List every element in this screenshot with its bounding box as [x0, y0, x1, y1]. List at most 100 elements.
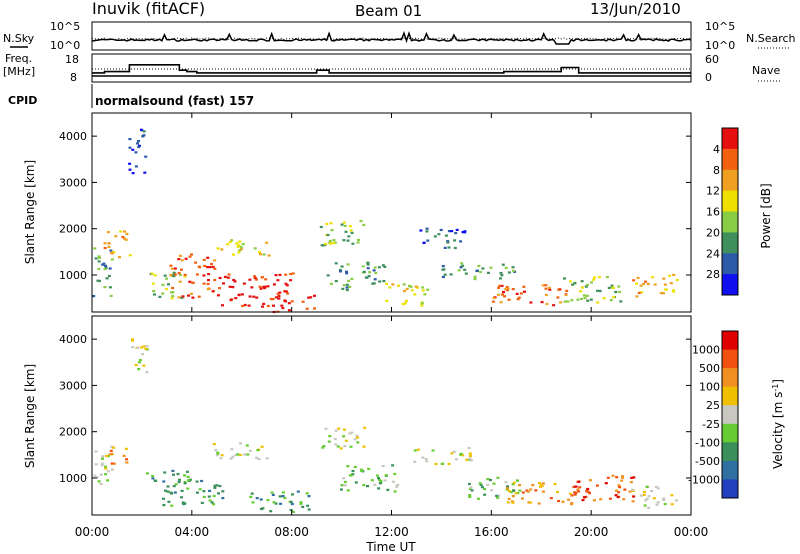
colorbar-tick-label: 25: [706, 399, 720, 412]
colorbar-swatch: [722, 211, 738, 233]
scatter-cell: [255, 456, 259, 459]
x-tick-label: 08:00: [274, 525, 309, 539]
scatter-cell: [251, 501, 255, 504]
scatter-cell: [534, 489, 538, 492]
scatter-cell: [669, 282, 673, 285]
scatter-cell: [124, 447, 128, 450]
scatter-cell: [566, 300, 570, 303]
scatter-cell: [299, 501, 303, 504]
scatter-cell: [373, 266, 377, 269]
scatter-cell: [345, 272, 349, 275]
scatter-cell: [586, 299, 590, 302]
scatter-cell: [305, 307, 309, 310]
scatter-cell: [675, 278, 679, 282]
colorbar-tick-label: 8: [713, 164, 720, 177]
scatter-cell: [489, 266, 493, 269]
scatter-cell: [112, 446, 116, 449]
scatter-cell: [326, 233, 330, 237]
scatter-cell: [581, 499, 585, 502]
colorbar-frame: [721, 127, 739, 296]
scatter-cell: [444, 234, 448, 237]
scatter-cell: [576, 488, 580, 491]
scatter-cell: [473, 278, 477, 281]
scatter-cell: [384, 474, 388, 477]
y-tick-label: 4000: [59, 333, 87, 346]
scatter-cell: [250, 286, 254, 289]
scatter-cell: [644, 499, 648, 502]
scatter-cell: [379, 479, 383, 483]
scatter-cell: [507, 298, 511, 301]
scatter-cell: [607, 286, 611, 289]
freq-panel-frame: [91, 53, 692, 83]
scatter-cell: [645, 497, 649, 500]
scatter-cell: [276, 279, 280, 282]
scatter-cell: [469, 486, 473, 489]
scatter-cell: [367, 467, 371, 470]
scatter-cell: [322, 445, 326, 448]
scatter-cell: [284, 282, 288, 285]
scatter-cell: [614, 290, 618, 294]
scatter-cell: [650, 489, 654, 493]
scatter-cell: [281, 495, 285, 498]
scatter-cell: [639, 284, 643, 287]
scatter-cell: [243, 303, 247, 307]
scatter-cell: [597, 276, 601, 279]
scatter-cell: [646, 282, 650, 286]
scatter-cell: [529, 488, 533, 491]
scatter-cell: [349, 229, 353, 232]
scatter-cell: [150, 272, 154, 275]
scatter-cell: [278, 273, 282, 276]
scatter-cell: [239, 246, 243, 249]
scatter-cell: [222, 282, 225, 285]
scatter-cell: [514, 492, 518, 495]
scatter-cell: [170, 267, 174, 270]
scatter-cell: [511, 483, 515, 486]
scatter-cell: [243, 453, 247, 456]
power-scatter-layer: [92, 128, 679, 314]
colorbar-swatch: [722, 148, 738, 171]
scatter-cell: [248, 278, 252, 281]
scatter-cell: [169, 274, 173, 277]
scatter-cell: [210, 501, 214, 504]
scatter-cell: [287, 302, 291, 305]
scatter-cell: [128, 162, 132, 165]
scatter-cell: [425, 460, 429, 463]
colorbar-swatch: [722, 128, 738, 150]
scatter-cell: [334, 280, 338, 283]
scatter-cell: [107, 245, 111, 248]
scatter-cell: [423, 293, 427, 296]
scatter-cell: [590, 281, 593, 284]
scatter-cell: [110, 252, 114, 255]
scatter-cell: [360, 469, 364, 472]
velocity-y-ticks: 1000 2000 3000 4000: [59, 333, 691, 485]
scatter-cell: [125, 461, 129, 464]
scatter-cell: [563, 277, 566, 280]
scatter-cell: [107, 274, 111, 278]
beam-title: Beam 01: [355, 2, 422, 20]
scatter-cell: [277, 295, 281, 298]
scatter-cell: [516, 298, 520, 301]
scatter-cell: [672, 290, 676, 293]
scatter-cell: [419, 229, 423, 232]
scatter-cell: [342, 477, 346, 480]
scatter-cell: [407, 284, 411, 287]
scatter-cell: [186, 475, 190, 478]
scatter-cell: [332, 242, 336, 245]
scatter-cell: [98, 279, 101, 283]
freq-unit-label: [MHz]: [3, 65, 35, 78]
scatter-cell: [361, 265, 365, 268]
scatter-cell: [191, 281, 195, 284]
scatter-cell: [526, 490, 530, 493]
scatter-cell: [502, 291, 505, 294]
scatter-cell: [596, 301, 600, 304]
scatter-cell: [468, 457, 472, 460]
scatter-cell: [459, 240, 463, 243]
scatter-cell: [106, 455, 110, 458]
scatter-cell: [240, 293, 244, 296]
scatter-cell: [346, 239, 350, 242]
scatter-cell: [206, 256, 210, 259]
scatter-cell: [504, 481, 508, 484]
scatter-cell: [615, 476, 619, 479]
scatter-cell: [307, 296, 311, 299]
scatter-cell: [100, 464, 104, 467]
